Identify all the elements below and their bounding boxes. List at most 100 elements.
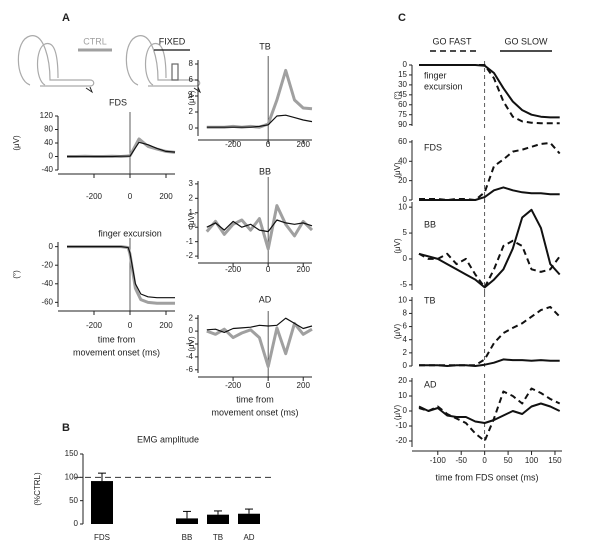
panel-label: A [62,12,70,24]
bar [238,513,260,524]
y-tick-label: -40 [41,165,53,174]
y-tick-label: 2 [189,313,194,322]
panel-title: AD [424,379,437,389]
y-tick-label: 20 [398,376,407,385]
panel-title: BB [259,166,271,176]
trace [67,137,176,158]
x-tick-label: 200 [297,265,311,274]
trace [419,358,560,367]
trace [206,317,313,333]
y-tick-label: -20 [395,436,407,445]
y-tick-label: 0 [403,195,408,204]
panel-title: TB [424,295,436,305]
y-tick-label: 0 [403,361,408,370]
y-tick-label: 40 [398,156,407,165]
x-tick-label: 200 [159,192,173,201]
y-axis-label: (°) [12,270,21,279]
y-axis-label: (μV) [12,135,21,151]
panel-title: excursion [424,81,463,91]
panel-title: EMG amplitude [137,434,199,444]
y-tick-label: 3 [189,179,194,188]
x-tick-label: 100 [525,456,539,465]
bar [91,481,113,524]
panel-title: BB [424,219,436,229]
x-axis-label: movement onset (ms) [211,407,298,417]
y-tick-label: -2 [186,251,194,260]
y-axis-label: (%CTRL) [33,472,42,506]
panel-title: finger excursion [98,228,162,238]
y-axis-label: (μV) [393,162,402,178]
y-axis-label: (μV) [393,324,402,340]
y-axis-label: (μV) [393,238,402,254]
panel-title: finger [424,70,447,80]
panel-title: AD [259,294,272,304]
legend-label: CTRL [83,36,107,46]
x-tick-label: 200 [297,140,311,149]
x-axis-label: movement onset (ms) [73,347,160,357]
y-tick-label: 60 [398,137,407,146]
x-axis-label: time from [236,394,274,404]
y-tick-label: 5 [403,228,408,237]
y-tick-label: 60 [398,100,407,109]
x-tick-label: 0 [482,456,487,465]
y-tick-label: 6 [403,322,408,331]
y-tick-label: 0 [403,60,408,69]
y-tick-label: 150 [65,449,79,458]
trace [419,64,560,119]
x-tick-label: -100 [430,456,447,465]
trace [67,245,175,305]
y-axis-label: (μV) [187,212,196,228]
y-tick-label: -6 [186,365,194,374]
y-tick-label: 45 [398,90,407,99]
category-label: AD [243,533,254,542]
x-tick-label: -200 [86,192,103,201]
y-tick-label: 100 [65,472,79,481]
y-tick-label: 1 [189,208,194,217]
y-tick-label: -10 [395,421,407,430]
y-tick-label: 75 [398,110,407,119]
y-tick-label: 0 [403,406,408,415]
legend-label: GO FAST [432,36,472,46]
panel-label: C [398,12,406,24]
y-tick-label: 2 [189,193,194,202]
trace [67,141,176,158]
trace [419,305,561,367]
y-tick-label: 4 [189,91,194,100]
y-tick-label: 40 [44,138,53,147]
trace [206,114,313,128]
x-tick-label: -200 [225,381,242,390]
x-tick-label: -200 [86,321,103,330]
y-tick-label: -5 [400,280,408,289]
y-tick-label: 120 [40,111,54,120]
trace [418,402,561,424]
y-tick-label: 2 [403,348,408,357]
y-tick-label: 10 [398,391,407,400]
y-tick-label: 80 [44,125,53,134]
y-tick-label: 90 [398,120,407,129]
y-tick-label: -60 [41,297,53,306]
y-tick-label: 10 [398,295,407,304]
x-tick-label: 0 [266,265,271,274]
x-tick-label: 0 [128,192,133,201]
y-tick-label: -2 [186,339,194,348]
y-tick-label: 0 [49,242,54,251]
arrow [85,86,202,94]
y-tick-label: -40 [41,279,53,288]
x-tick-label: 0 [128,321,133,330]
y-tick-label: 8 [403,309,408,318]
y-tick-label: -4 [186,352,194,361]
x-tick-label: -200 [225,140,242,149]
y-tick-label: 20 [398,176,407,185]
y-axis-label: (°) [393,91,402,100]
legend-label: GO SLOW [504,36,548,46]
panel-label: B [62,422,70,434]
panel-title: TB [259,41,271,51]
trace [419,186,560,201]
y-tick-label: 10 [398,202,407,211]
x-tick-label: 200 [159,321,173,330]
y-tick-label: 30 [398,80,407,89]
trace [418,239,561,289]
y-tick-label: 0 [189,222,194,231]
trace [67,246,175,299]
